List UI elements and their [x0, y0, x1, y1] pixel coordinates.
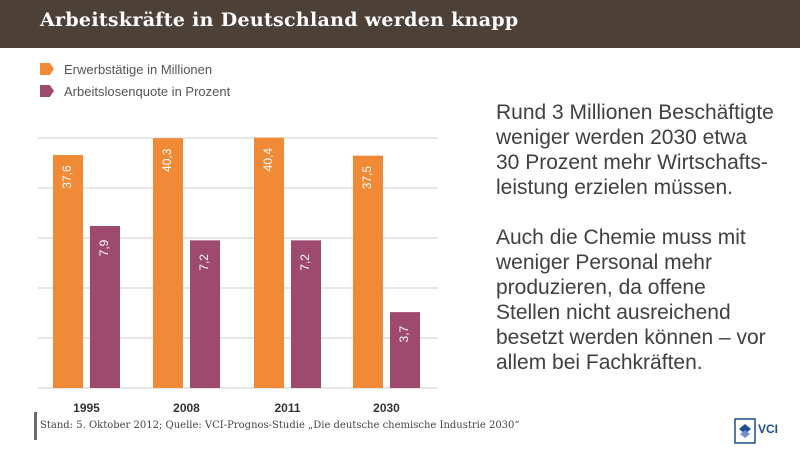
- data-label: 37,6: [60, 165, 74, 189]
- source-note: Stand: 5. Oktober 2012; Quelle: VCI-Prog…: [40, 420, 520, 431]
- text-line: weniger Personal mehr: [496, 251, 712, 274]
- bar-unemployment: [291, 240, 321, 388]
- legend-label-employed: Erwerbstätige in Millionen: [64, 61, 213, 77]
- paragraph-workforce: Rund 3 Millionen Beschäftigte weniger we…: [496, 100, 796, 200]
- text-line: allem bei Fachkräften.: [496, 351, 703, 374]
- legend-swatch-purple: [40, 85, 54, 97]
- paragraph-chemistry: Auch die Chemie muss mit weniger Persona…: [496, 225, 796, 375]
- legend-label-unemployment: Arbeitslosenquote in Prozent: [64, 83, 231, 99]
- text-line: produzieren, da offene: [496, 276, 706, 299]
- text-line: besetzt werden können – vor: [496, 326, 766, 349]
- x-tick-label: 2008: [173, 401, 200, 415]
- vci-logo-text: VCI: [758, 422, 779, 436]
- x-tick-label: 2030: [373, 401, 400, 415]
- text-panel: Rund 3 Millionen Beschäftigte weniger we…: [496, 100, 796, 375]
- data-label: 7,2: [298, 254, 312, 271]
- legend-item-employed: Erwerbstätige in Millionen: [40, 58, 230, 80]
- bar-employed: [53, 155, 83, 388]
- vci-logo: VCI: [734, 418, 790, 444]
- bar-unemployment: [90, 226, 120, 388]
- data-label: 7,9: [97, 239, 111, 256]
- data-label: 40,3: [160, 148, 174, 172]
- bar-employed: [153, 138, 183, 388]
- bar-employed: [353, 155, 383, 388]
- chart-legend: Erwerbstätige in Millionen Arbeitslosenq…: [40, 58, 230, 102]
- vci-logo-mark-icon: [734, 418, 756, 444]
- page-title: Arbeitskräfte in Deutschland werden knap…: [40, 9, 519, 31]
- bar-employed: [254, 137, 284, 388]
- legend-swatch-orange: [40, 63, 54, 75]
- data-label: 37,5: [360, 166, 374, 190]
- title-bar: Arbeitskräfte in Deutschland werden knap…: [0, 0, 800, 48]
- text-line: leistung erzielen müssen.: [496, 176, 733, 199]
- footer-accent-bar: [34, 412, 37, 440]
- text-line: 30 Prozent mehr Wirtschafts-: [496, 151, 768, 174]
- x-tick-label: 1995: [73, 401, 100, 415]
- x-tick-label: 2011: [274, 401, 300, 415]
- text-line: Auch die Chemie muss mit: [496, 226, 746, 249]
- data-label: 3,7: [397, 325, 411, 342]
- data-label: 7,2: [197, 254, 211, 271]
- bar-unemployment: [390, 312, 420, 388]
- text-line: Rund 3 Millionen Beschäftigte: [496, 101, 774, 124]
- text-line: weniger werden 2030 etwa: [496, 126, 747, 149]
- bar-unemployment: [190, 240, 220, 388]
- data-label: 40,4: [261, 148, 275, 172]
- text-line: Stellen nicht ausreichend: [496, 301, 731, 324]
- legend-item-unemployment: Arbeitslosenquote in Prozent: [40, 80, 230, 102]
